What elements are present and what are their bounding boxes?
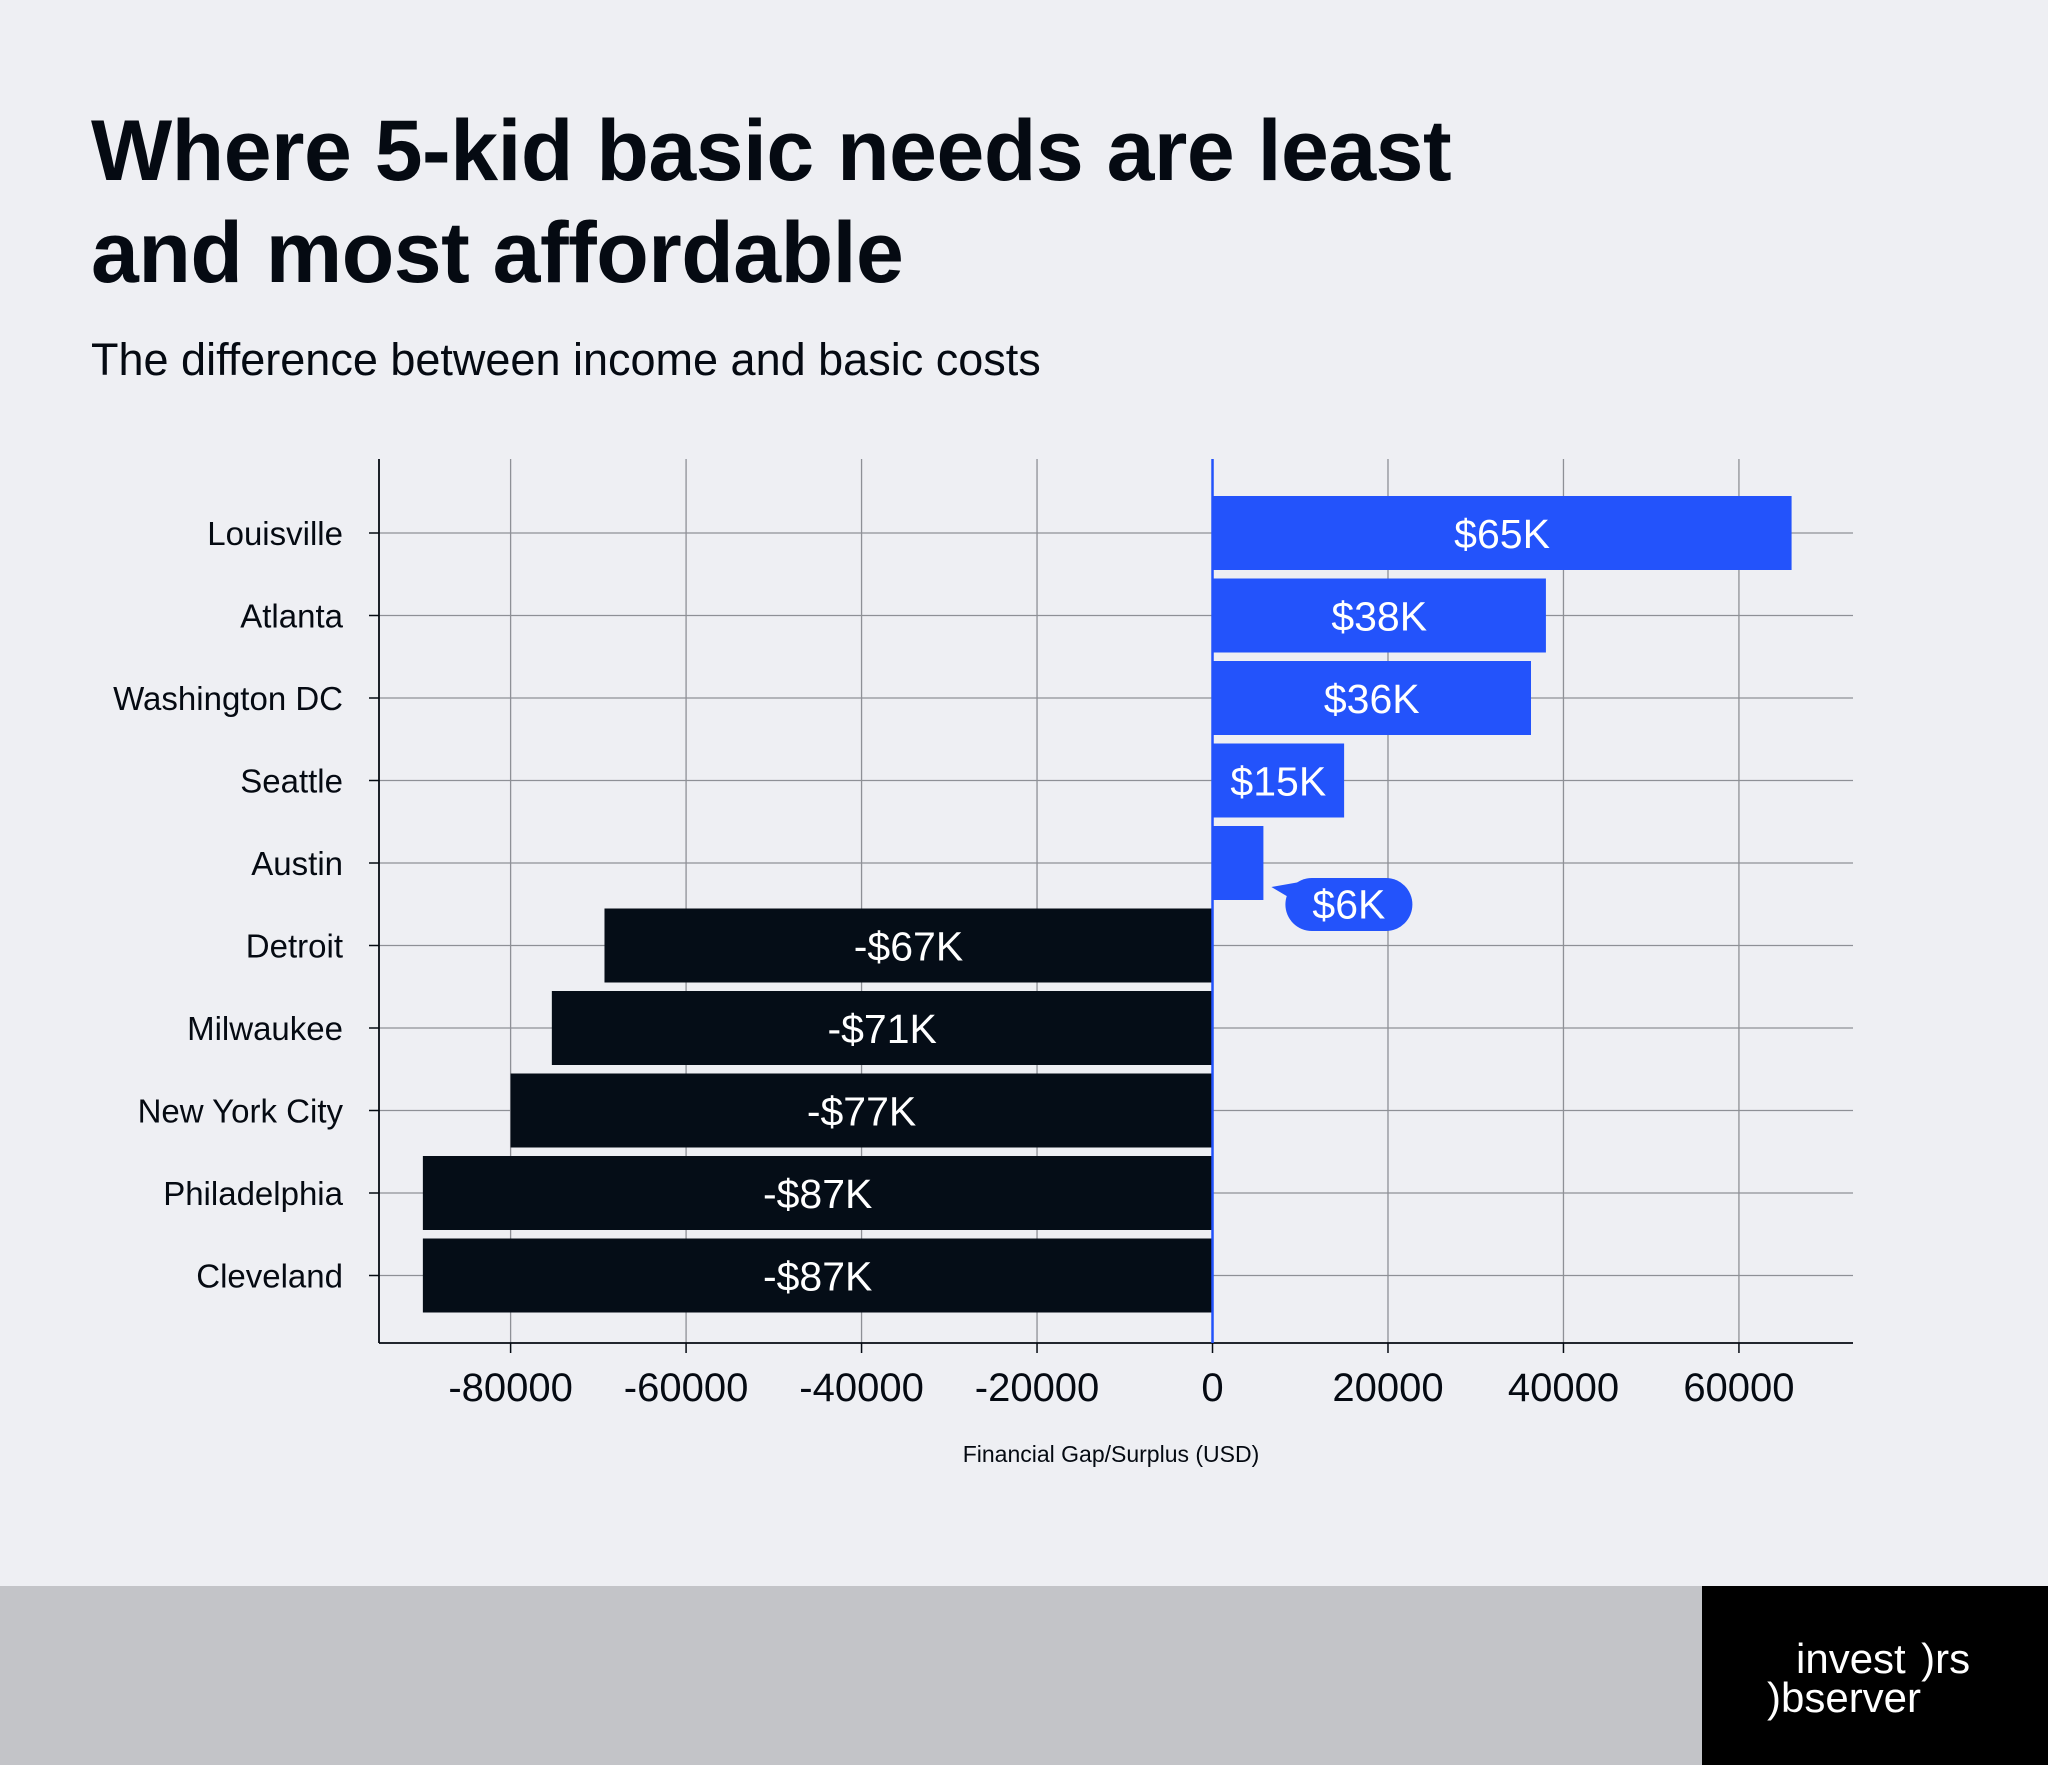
data-label: -$71K <box>827 1006 936 1052</box>
bar-austin <box>1212 826 1264 900</box>
x-tick-label: -60000 <box>624 1366 749 1410</box>
data-label: -$87K <box>763 1254 872 1300</box>
x-tick-label: 0 <box>1201 1366 1223 1410</box>
data-label: -$77K <box>807 1089 916 1135</box>
data-label: -$67K <box>854 924 963 970</box>
data-label: $65K <box>1454 511 1550 557</box>
category-label: Philadelphia <box>163 1175 343 1212</box>
bar-philadelphia <box>422 1156 1213 1230</box>
category-label: Seattle <box>240 763 343 800</box>
brand-logo: invest )rs )bserver <box>1702 1586 2048 1765</box>
bar-seattle <box>1212 743 1345 818</box>
bar-detroit <box>604 908 1213 983</box>
bar-chart: $65K $38K $36K $15K $6K -$67K -$71K -$77K -$87K -… <box>113 459 1853 1467</box>
data-label: $38K <box>1331 594 1427 640</box>
chart-subtitle: The difference between income and basic … <box>91 334 1041 385</box>
data-label: $15K <box>1230 759 1326 805</box>
x-tick-label: -80000 <box>448 1366 573 1410</box>
footer-band <box>0 1586 1702 1765</box>
bar-louisville <box>1212 496 1792 570</box>
x-tick-label: 20000 <box>1332 1366 1443 1410</box>
category-label: Milwaukee <box>187 1010 343 1047</box>
bar-milwaukee <box>551 991 1213 1065</box>
bar-atlanta <box>1212 578 1546 653</box>
category-label: New York City <box>138 1093 344 1130</box>
data-label: $36K <box>1324 676 1420 722</box>
chart-title: Where 5-kid basic needs are least and mo… <box>91 103 1452 301</box>
brand-logo-line-1: invest )rs <box>1796 1635 1971 1682</box>
category-label: Detroit <box>246 928 343 965</box>
bar-washington-dc <box>1212 661 1532 735</box>
data-label: -$87K <box>763 1171 872 1217</box>
category-label: Atlanta <box>240 598 343 635</box>
x-tick-label: -40000 <box>799 1366 924 1410</box>
x-tick-label: 40000 <box>1508 1366 1619 1410</box>
data-label-callout <box>1285 878 1413 931</box>
category-label: Washington DC <box>113 680 343 717</box>
category-label: Cleveland <box>196 1258 343 1295</box>
category-label: Louisville <box>207 515 343 552</box>
bar-cleveland <box>422 1238 1213 1313</box>
x-tick-label: 60000 <box>1683 1366 1794 1410</box>
bar-new-york-city <box>510 1073 1213 1148</box>
data-label: $6K <box>1312 882 1385 928</box>
brand-logo-line-2: )bserver <box>1760 1674 1922 1721</box>
x-axis-title: Financial Gap/Surplus (USD) <box>963 1441 1260 1467</box>
x-tick-label: -20000 <box>975 1366 1100 1410</box>
category-label: Austin <box>251 845 343 882</box>
